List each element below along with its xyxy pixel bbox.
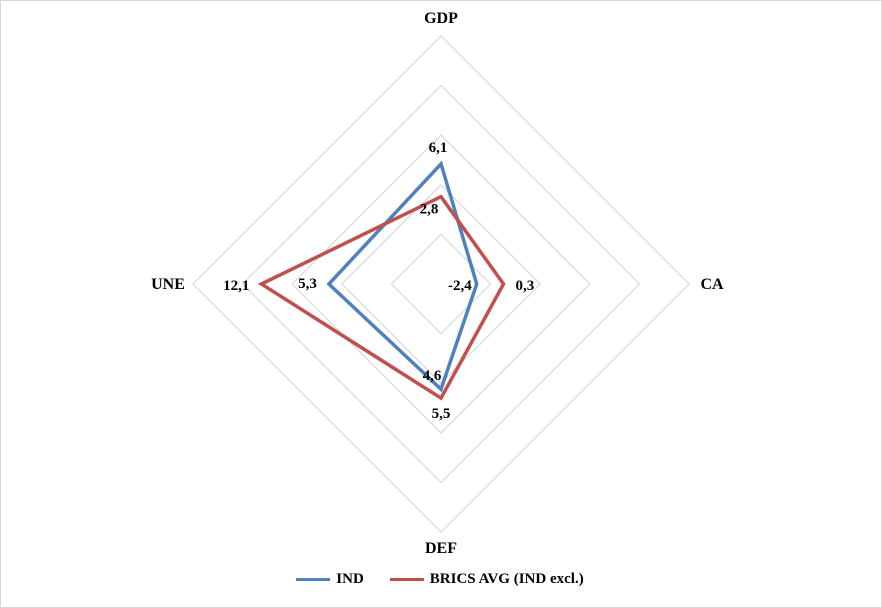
- legend-label-ind: IND: [336, 570, 364, 587]
- axis-label-ca: CA: [700, 276, 724, 293]
- axis-label-une: UNE: [151, 276, 185, 293]
- legend-item-brics: BRICS AVG (IND excl.): [389, 570, 584, 588]
- grid-ring-5: [192, 35, 690, 533]
- data-label-1-gdp: 2,8: [420, 202, 439, 218]
- axis-label-def: DEF: [425, 540, 457, 557]
- data-label-1-def: 5,5: [432, 406, 451, 422]
- legend: IND BRICS AVG (IND excl.): [0, 566, 880, 592]
- grid-ring-1: [390, 233, 492, 335]
- legend-swatch-ind: [296, 577, 331, 581]
- data-label-1-ca: 0,3: [516, 278, 535, 294]
- data-label-1-une: 12,1: [223, 278, 249, 294]
- axis-label-gdp: GDP: [424, 10, 458, 27]
- grid-ring-3: [291, 134, 591, 434]
- series-line-1: [257, 194, 506, 401]
- series-line-0: [326, 160, 479, 393]
- legend-label-brics: BRICS AVG (IND excl.): [429, 570, 584, 587]
- data-label-0-def: 4,6: [423, 368, 442, 384]
- legend-swatch-brics: [389, 577, 424, 581]
- radar-chart: GDP CA DEF UNE 6,1 -2,4 4,6 5,3 2,8 0,3 5,5 12,1: [151, 10, 724, 557]
- data-label-0-gdp: 6,1: [429, 140, 448, 156]
- legend-item-ind: IND: [296, 571, 364, 588]
- grid-ring-4: [241, 84, 641, 484]
- grid-ring-2: [340, 183, 542, 385]
- data-label-0-une: 5,3: [298, 276, 317, 292]
- data-label-0-ca: -2,4: [448, 278, 472, 294]
